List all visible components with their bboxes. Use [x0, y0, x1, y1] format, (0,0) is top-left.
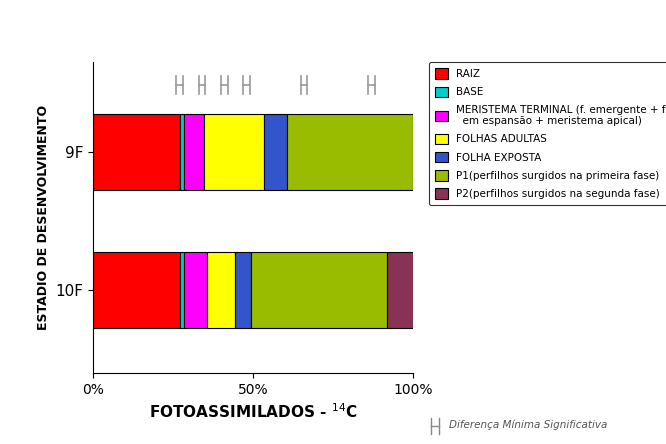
Bar [252, 252, 388, 328]
Bar [236, 252, 252, 328]
Bar [388, 252, 413, 328]
Bar [204, 114, 264, 190]
Bar [180, 252, 184, 328]
Bar [93, 114, 180, 190]
Legend: RAIZ, BASE, MERISTEMA TERMINAL (f. emergente + f.
  em espansão + meristema apic: RAIZ, BASE, MERISTEMA TERMINAL (f. emerg… [429, 62, 666, 205]
Bar [180, 114, 184, 190]
Text: Diferença Mínima Significativa: Diferença Mínima Significativa [449, 420, 607, 430]
Bar [93, 252, 180, 328]
Bar [286, 114, 413, 190]
Bar [264, 114, 286, 190]
X-axis label: FOTOASSIMILADOS - $^{14}$C: FOTOASSIMILADOS - $^{14}$C [149, 402, 358, 421]
Bar [206, 252, 236, 328]
Bar [184, 252, 206, 328]
Y-axis label: ESTADIO DE DESENVOLVIMENTO: ESTADIO DE DESENVOLVIMENTO [37, 105, 50, 330]
Bar [184, 114, 204, 190]
